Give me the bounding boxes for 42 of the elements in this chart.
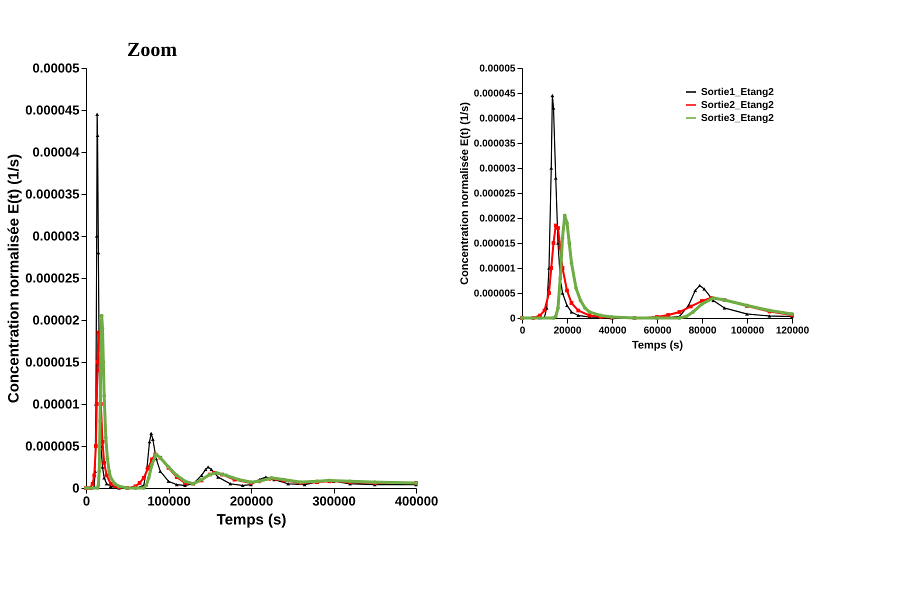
x-axis-title: Temps (s)	[216, 512, 286, 528]
y-axis-title: Concentration normalisée E(t) (1/s)	[458, 102, 471, 285]
y-tick-label: 0.00002	[479, 214, 516, 224]
text: Zoom	[127, 39, 178, 61]
y-tick-label: 0.000015	[25, 354, 80, 370]
x-tick-label: 60000	[644, 326, 672, 336]
y-tick-label: 0.000025	[474, 188, 516, 200]
y-axis-title: Concentration normalisée E(t) (1/s)	[5, 154, 22, 404]
x-tick-label: 300000	[312, 494, 356, 508]
y-tick-label: 0.00002	[32, 312, 80, 328]
y-tick-label: 0.00004	[32, 144, 80, 160]
y-tick-label: 0.000045	[474, 88, 516, 100]
x-tick-label: 400000	[394, 494, 438, 508]
x-tick-label: 80000	[688, 326, 717, 336]
x-tick-label: 20000	[554, 326, 582, 336]
legend-label: Sortie3_Etang2	[701, 113, 774, 124]
y-tick-label: 0.00005	[32, 60, 80, 76]
y-tick-label: 0.000045	[25, 102, 80, 118]
y-tick-label: 0	[510, 314, 516, 324]
y-tick-label: 0.000035	[474, 138, 516, 150]
y-tick-label: 0.00003	[32, 228, 80, 244]
y-tick-label: 0.00004	[479, 114, 516, 124]
x-tick-label: 100000	[730, 326, 765, 336]
legend-label: Sortie2_Etang2	[701, 100, 774, 111]
x-tick-label: 200000	[230, 494, 274, 508]
y-tick-label: 0.000025	[25, 270, 80, 286]
y-tick-label: 0	[72, 480, 80, 496]
y-tick-label: 0.000005	[474, 288, 516, 300]
y-tick-label: 0.00003	[479, 164, 516, 174]
x-tick-label: 40000	[598, 326, 627, 336]
x-tick-label: 0	[82, 494, 90, 508]
y-tick-label: 0.00001	[479, 264, 516, 274]
y-tick-label: 0.000035	[25, 186, 80, 202]
x-tick-label: 100000	[147, 494, 191, 508]
y-tick-label: 0.00001	[32, 396, 80, 412]
y-tick-label: 0.00005	[479, 64, 516, 74]
legend-label: Sortie1_Etang2	[701, 87, 774, 98]
x-tick-label: 120000	[776, 326, 810, 336]
y-tick-label: 0.000005	[25, 438, 80, 454]
x-tick-label: 0	[520, 326, 526, 336]
y-tick-label: 0.000015	[474, 238, 516, 250]
x-axis-title: Temps (s)	[632, 340, 684, 352]
